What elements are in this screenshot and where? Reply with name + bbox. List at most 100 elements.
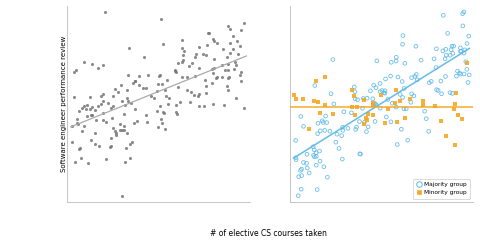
Point [295, 175, 302, 179]
Point [124, 73, 132, 77]
Point [333, 132, 341, 136]
Point [116, 123, 123, 126]
Point [220, 103, 228, 107]
Point [178, 46, 186, 50]
Point [314, 100, 322, 103]
Point [70, 70, 77, 74]
Y-axis label: Software engineer performance review: Software engineer performance review [61, 36, 67, 172]
Point [109, 126, 117, 130]
Point [376, 82, 384, 85]
Point [101, 10, 109, 14]
Point [329, 58, 337, 61]
Point [159, 42, 167, 46]
Point [425, 129, 432, 133]
Point [84, 162, 92, 165]
Point [310, 99, 317, 103]
Point [421, 109, 429, 113]
Point [162, 95, 170, 98]
Point [313, 188, 321, 192]
Point [139, 86, 147, 90]
Point [351, 97, 359, 101]
Point [195, 92, 203, 96]
Point [77, 156, 85, 160]
Point [179, 54, 186, 57]
Point [443, 134, 450, 138]
Point [118, 99, 126, 103]
Point [394, 120, 401, 124]
Point [437, 79, 445, 83]
Point [462, 60, 469, 64]
Point [398, 80, 406, 84]
Point [92, 131, 99, 134]
Point [234, 39, 241, 43]
Point [237, 45, 244, 48]
Point [425, 81, 433, 85]
Point [396, 92, 404, 96]
Point [434, 89, 442, 92]
Point [310, 153, 317, 157]
Point [323, 121, 331, 125]
Point [94, 66, 102, 70]
Point [68, 124, 76, 128]
Point [227, 41, 234, 45]
Point [214, 75, 221, 79]
Point [437, 119, 445, 122]
Point [356, 152, 363, 156]
Point [300, 97, 307, 101]
Point [447, 48, 455, 52]
Point [444, 31, 452, 35]
Point [452, 91, 460, 95]
Point [292, 98, 300, 102]
Point [150, 96, 157, 100]
Point [348, 105, 356, 109]
Point [130, 81, 137, 85]
Point [305, 127, 312, 131]
Point [108, 116, 116, 120]
Point [224, 62, 232, 66]
Point [432, 47, 440, 51]
Point [446, 91, 454, 95]
Point [131, 107, 138, 111]
Point [229, 34, 237, 38]
Point [232, 63, 240, 67]
Point [384, 107, 392, 111]
Point [300, 124, 307, 128]
Point [125, 46, 132, 50]
Point [107, 144, 114, 148]
Point [438, 92, 445, 96]
Point [172, 70, 180, 74]
Point [172, 103, 180, 107]
Point [348, 111, 355, 115]
Point [464, 81, 472, 84]
Point [109, 104, 117, 108]
Point [348, 88, 356, 92]
Point [353, 125, 360, 129]
Point [75, 148, 83, 151]
Point [383, 115, 390, 119]
Point [344, 126, 352, 130]
Point [92, 118, 100, 122]
Point [463, 42, 471, 45]
Point [178, 60, 186, 64]
Point [201, 78, 208, 82]
Point [88, 62, 96, 66]
Point [430, 57, 438, 61]
Point [76, 146, 84, 150]
Point [311, 155, 318, 159]
Point [412, 72, 420, 76]
Point [327, 92, 335, 96]
Point [450, 44, 457, 48]
Point [412, 44, 420, 48]
Point [400, 86, 408, 90]
Point [326, 129, 334, 133]
Point [143, 120, 150, 124]
Point [117, 83, 125, 87]
Text: # of elective CS courses taken: # of elective CS courses taken [210, 228, 327, 238]
Point [132, 79, 139, 83]
Point [154, 109, 161, 113]
Point [97, 102, 105, 106]
Point [111, 129, 119, 132]
Point [73, 121, 81, 125]
Point [354, 98, 361, 102]
Point [371, 120, 379, 123]
